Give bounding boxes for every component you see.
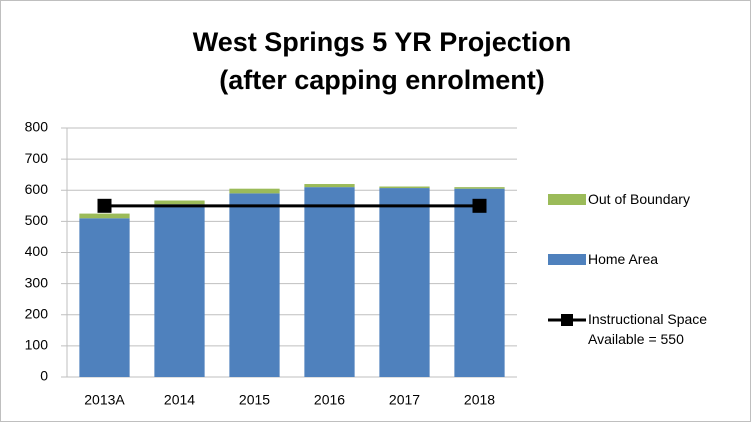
legend-label: Out of Boundary [588,191,690,207]
bar [154,204,205,377]
bar [454,187,505,189]
y-tick-label: 200 [25,305,49,321]
x-tick-label: 2017 [389,392,420,408]
bar [379,188,430,377]
legend-swatch [548,254,586,265]
y-tick-label: 300 [25,274,49,290]
legend-label: Instructional Space Available = 550 [588,311,708,347]
legend-swatch [561,314,573,326]
chart-title: (after capping enrolment) [219,65,545,95]
legend-swatch [548,194,586,205]
x-tick-label: 2015 [239,392,270,408]
bar [379,186,430,189]
bar [454,188,505,377]
bar [79,218,130,377]
y-tick-label: 800 [25,119,49,135]
line-marker [97,198,112,213]
y-tick-label: 600 [25,181,49,197]
bar [304,187,355,377]
bar [79,213,130,219]
bar [229,193,280,377]
x-tick-label: 2016 [314,392,345,408]
y-tick-label: 100 [25,337,49,353]
y-tick-label: 700 [25,150,49,166]
bar [229,188,280,194]
line-marker [472,198,487,213]
y-tick-label: 400 [25,243,49,259]
bar [154,200,205,205]
chart-title: West Springs 5 YR Projection [193,27,572,57]
x-tick-label: 2013A [84,392,125,408]
bar [304,184,355,188]
x-tick-label: 2014 [164,392,195,408]
legend-label: Home Area [588,251,659,267]
x-tick-label: 2018 [464,392,495,408]
y-tick-label: 500 [25,212,49,228]
y-tick-label: 0 [40,368,48,384]
